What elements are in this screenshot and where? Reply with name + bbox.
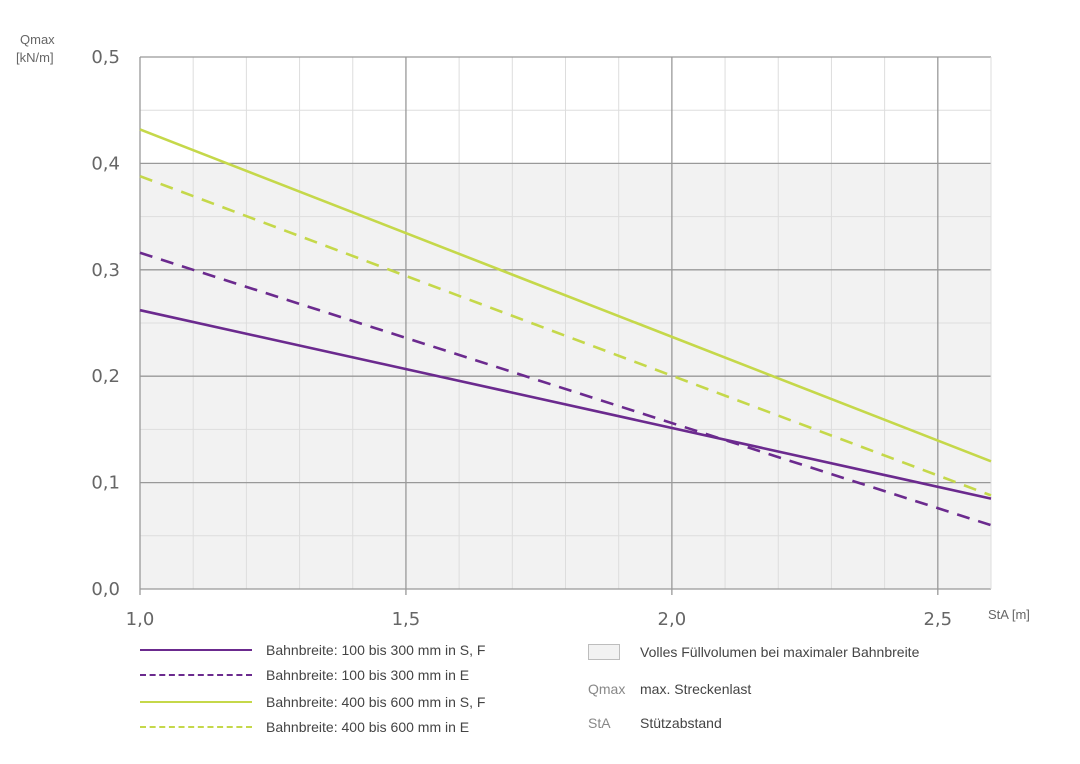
- abbr-qmax-text: max. Streckenlast: [640, 681, 752, 697]
- abbr-sta-text: Stützabstand: [640, 715, 722, 731]
- grid-layer: [139, 56, 992, 595]
- x-tick-label: 1,0: [126, 609, 155, 630]
- shaded-area-swatch: [588, 644, 620, 660]
- tick-label-layer: 1,0 1,5 2,0 2,5 0,0 0,1 0,2 0,3 0,4 0,5: [91, 47, 952, 630]
- abbr-sta: StA: [588, 715, 611, 731]
- x-axis-label: StA [m]: [988, 607, 1030, 622]
- legend-label-3: Bahnbreite: 400 bis 600 mm in S, F: [266, 694, 486, 710]
- legend-area-label: Volles Füllvolumen bei maximaler Bahnbre…: [640, 644, 920, 660]
- legend-key-solid-green: [140, 701, 252, 703]
- series-line-3: [139, 128, 992, 463]
- legend-key-dashed-green: [140, 726, 252, 728]
- legend-item-3: Bahnbreite: 400 bis 600 mm in S, F: [140, 694, 485, 710]
- y-tick-label: 0,4: [91, 153, 120, 174]
- legend-label-4: Bahnbreite: 400 bis 600 mm in E: [266, 719, 470, 735]
- legend-area-item: Volles Füllvolumen bei maximaler Bahnbre…: [588, 644, 919, 660]
- y-tick-label: 0,1: [91, 473, 120, 494]
- series-layer: [139, 128, 992, 527]
- x-tick-label: 1,5: [392, 609, 421, 630]
- series-line-1: [139, 308, 992, 500]
- series-line-2: [139, 251, 992, 527]
- legend-label-2: Bahnbreite: 100 bis 300 mm in E: [266, 667, 470, 683]
- y-tick-label: 0,3: [91, 260, 120, 281]
- abbr-qmax: Qmax: [588, 681, 626, 697]
- y-tick-label: 0,2: [91, 366, 120, 387]
- y-tick-label: 0,0: [91, 579, 120, 600]
- x-tick-label: 2,5: [923, 609, 952, 630]
- x-tick-label: 2,0: [658, 609, 687, 630]
- legend-key-dashed-purple: [140, 674, 252, 676]
- legend-item-4: Bahnbreite: 400 bis 600 mm in E: [140, 719, 469, 735]
- legend-label-1: Bahnbreite: 100 bis 300 mm in S, F: [266, 642, 486, 658]
- legend-abbr-qmax: Qmax max. Streckenlast: [588, 681, 751, 697]
- legend-item-1: Bahnbreite: 100 bis 300 mm in S, F: [140, 642, 485, 658]
- legend-abbr-sta: StA Stützabstand: [588, 715, 722, 731]
- y-axis-label-line2: [kN/m]: [16, 50, 54, 65]
- y-tick-label: 0,5: [91, 47, 120, 68]
- y-axis-label-line1: Qmax: [20, 32, 55, 47]
- legend-item-2: Bahnbreite: 100 bis 300 mm in E: [140, 667, 469, 683]
- series-line-4: [139, 174, 992, 497]
- legend-key-solid-purple: [140, 649, 252, 651]
